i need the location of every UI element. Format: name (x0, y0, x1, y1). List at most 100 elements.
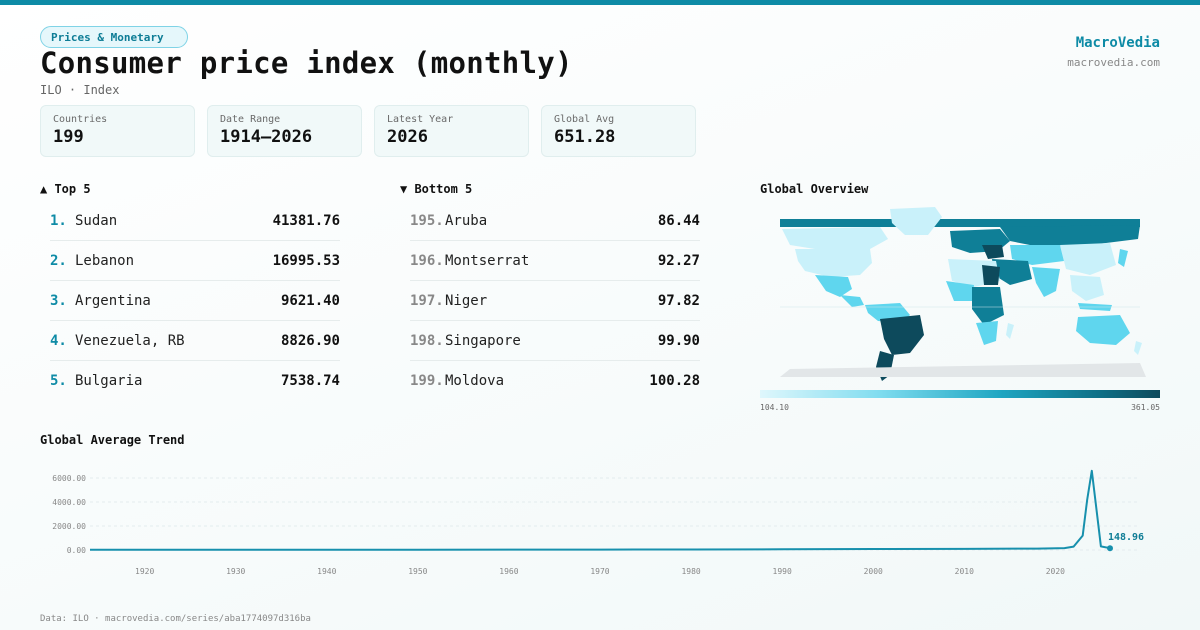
map-region-australia[interactable] (1076, 315, 1130, 345)
map-region-brazil[interactable] (880, 315, 924, 355)
map-region-usa[interactable] (795, 249, 872, 277)
rank-number: 197. (410, 292, 444, 309)
list-item[interactable]: 2. Lebanon 16995.53 (50, 241, 340, 281)
map-region-middle-east[interactable] (992, 259, 1032, 285)
country-value: 92.27 (657, 252, 700, 269)
x-tick-label: 2020 (1046, 567, 1065, 576)
top5-heading: ▲ Top 5 (40, 182, 91, 196)
y-tick-label: 0.00 (67, 546, 86, 555)
list-item[interactable]: 195. Aruba 86.44 (410, 201, 700, 241)
source-footer: Data: ILO · macrovedia.com/series/aba177… (40, 614, 311, 624)
stat-label: Global Avg (554, 114, 615, 125)
stat-value: 651.28 (554, 127, 616, 147)
series-line (89, 469, 1111, 551)
map-region-japan[interactable] (1118, 249, 1128, 267)
world-choropleth-map[interactable] (760, 205, 1160, 385)
page-subtitle: ILO · Index (40, 83, 120, 97)
map-region-central-africa[interactable] (972, 287, 1004, 325)
country-value: 97.82 (657, 292, 700, 309)
stat-label: Countries (53, 114, 108, 125)
brand-url[interactable]: macrovedia.com (1067, 56, 1160, 69)
stat-value: 1914–2026 (220, 127, 313, 147)
country-value: 7538.74 (280, 373, 340, 389)
x-tick-label: 1920 (135, 567, 154, 576)
map-region-balkans[interactable] (982, 245, 1004, 259)
map-region-russia[interactable] (1000, 225, 1140, 247)
map-region-china[interactable] (1060, 243, 1116, 275)
rank-number: 2. (50, 252, 67, 269)
country-value: 8826.90 (280, 332, 340, 349)
map-region-southern-africa[interactable] (976, 321, 998, 345)
country-name: Sudan (75, 212, 118, 229)
map-region-madagascar[interactable] (1006, 323, 1014, 339)
category-badge[interactable]: Prices & Monetary (40, 26, 188, 48)
country-value: 100.28 (649, 373, 700, 389)
list-item[interactable]: 3. Argentina 9621.40 (50, 281, 340, 321)
stat-date-range: Date Range 1914–2026 (207, 105, 362, 157)
stat-value: 2026 (387, 127, 428, 147)
map-heading: Global Overview (760, 182, 869, 196)
stat-label: Latest Year (387, 114, 454, 125)
bottom5-heading: ▼ Bottom 5 (400, 182, 473, 196)
rank-number: 198. (410, 332, 444, 349)
rank-number: 1. (50, 212, 67, 229)
rank-number: 5. (50, 373, 67, 389)
latest-point (1107, 545, 1113, 552)
country-name: Singapore (445, 332, 521, 349)
map-region-arctic[interactable] (780, 219, 1140, 227)
country-value: 99.90 (657, 332, 700, 349)
country-name: Lebanon (75, 252, 135, 269)
map-region-mexico[interactable] (815, 275, 852, 297)
map-region-central-asia[interactable] (1010, 245, 1064, 265)
map-region-greenland[interactable] (890, 207, 942, 235)
page-title: Consumer price index (monthly) (40, 46, 573, 80)
y-tick-label: 2000.00 (52, 522, 86, 531)
x-tick-label: 1960 (499, 567, 518, 576)
map-legend-min: 104.10 (760, 403, 789, 412)
map-region-new-zealand[interactable] (1134, 341, 1142, 355)
map-region-central-america[interactable] (840, 295, 864, 307)
country-name: Niger (445, 292, 488, 309)
x-tick-label: 1950 (408, 567, 427, 576)
list-item[interactable]: 4. Venezuela, RB 8826.90 (50, 321, 340, 361)
map-region-southeast-asia[interactable] (1070, 275, 1104, 301)
country-name: Venezuela, RB (75, 332, 185, 349)
top-accent-bar (0, 0, 1200, 5)
list-item[interactable]: 196. Montserrat 92.27 (410, 241, 700, 281)
country-value: 16995.53 (272, 252, 340, 269)
map-legend-max: 361.05 (1131, 403, 1160, 412)
latest-value-label: 148.96 (1108, 532, 1144, 543)
list-item[interactable]: 197. Niger 97.82 (410, 281, 700, 321)
country-value: 86.44 (657, 212, 700, 229)
x-tick-label: 1990 (773, 567, 792, 576)
brand-logo[interactable]: MacroVedia (1075, 35, 1160, 51)
stat-global-avg: Global Avg 651.28 (541, 105, 696, 157)
rank-number: 195. (410, 212, 444, 229)
map-region-antarctica[interactable] (780, 363, 1146, 377)
list-item[interactable]: 5. Bulgaria 7538.74 (50, 361, 340, 401)
map-region-sudan[interactable] (982, 265, 1000, 285)
country-name: Bulgaria (75, 373, 143, 389)
map-region-south-asia[interactable] (1032, 267, 1060, 297)
list-item[interactable]: 198. Singapore 99.90 (410, 321, 700, 361)
map-region-canada[interactable] (782, 227, 888, 251)
rank-number: 199. (410, 373, 444, 389)
stat-latest-year: Latest Year 2026 (374, 105, 529, 157)
trend-heading: Global Average Trend (40, 433, 185, 447)
bottom5-list: 195. Aruba 86.44 196. Montserrat 92.27 1… (410, 201, 700, 401)
rank-number: 196. (410, 252, 444, 269)
map-region-west-africa[interactable] (946, 281, 974, 301)
country-name: Montserrat (445, 252, 530, 269)
x-tick-label: 1970 (590, 567, 609, 576)
country-value: 9621.40 (280, 292, 340, 309)
trend-chart[interactable]: 0.00 2000.00 4000.00 6000.00 1920 1930 1940 195… (40, 458, 1180, 583)
rank-number: 4. (50, 332, 67, 349)
list-item[interactable]: 1. Sudan 41381.76 (50, 201, 340, 241)
map-legend-gradient (760, 390, 1160, 398)
x-tick-label: 2010 (955, 567, 974, 576)
country-name: Aruba (445, 212, 488, 229)
y-tick-label: 4000.00 (52, 498, 86, 507)
rank-number: 3. (50, 292, 67, 309)
x-tick-label: 1980 (681, 567, 700, 576)
list-item[interactable]: 199. Moldova 100.28 (410, 361, 700, 401)
